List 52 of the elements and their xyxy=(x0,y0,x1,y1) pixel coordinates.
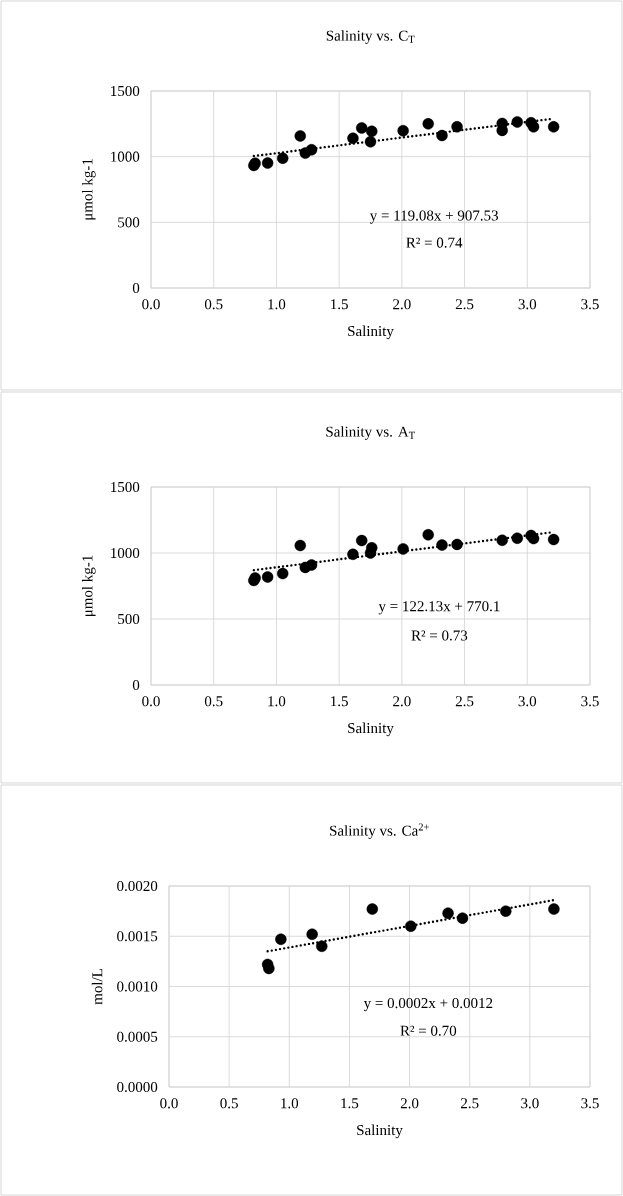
x-tick-label: 0.0 xyxy=(142,696,160,707)
x-tick-label: 3.5 xyxy=(581,696,599,707)
chart-title: Salinity vs. C$_{T}$ xyxy=(326,30,415,44)
annotation: y = 0.0002x + 0.0012 xyxy=(363,997,493,1012)
x-tick-label: 0.5 xyxy=(220,1098,238,1109)
annotation: R² = 0.73 xyxy=(411,630,468,641)
x-tick-label: 2.5 xyxy=(461,1098,479,1109)
y-tick-label: 0 xyxy=(132,679,140,691)
x-tick-label: 0.5 xyxy=(204,696,223,707)
y-tick-label: 0.0000 xyxy=(117,1081,158,1093)
x-tick-label: 1.0 xyxy=(268,696,286,707)
x-tick-label: 2.0 xyxy=(393,299,411,310)
x-tick-label: 1.0 xyxy=(281,1098,299,1109)
x-tick-label: 2.0 xyxy=(400,1098,419,1109)
annotation: R² = 0.70 xyxy=(400,1025,457,1036)
y-tick-label: 0.0015 xyxy=(117,931,158,942)
y-tick-label: 0.0020 xyxy=(117,880,158,892)
x-tick-label: 0.0 xyxy=(142,299,160,310)
chart-title: Salinity vs. Ca$^{2+}$ xyxy=(330,823,429,839)
annotation: y = 122.13x + 770.1 xyxy=(378,601,500,615)
x-tick-label: 1.5 xyxy=(331,696,348,707)
y-tick-label: 1000 xyxy=(111,151,140,162)
x-tick-label: 1.0 xyxy=(268,299,286,310)
x-tick-label: 3.0 xyxy=(518,299,537,310)
y-tick-label: 0.0010 xyxy=(117,981,158,992)
y-tick-label: 0.0005 xyxy=(117,1031,158,1042)
x-tick-label: 1.5 xyxy=(331,299,348,310)
y-tick-label: 0 xyxy=(132,282,140,294)
x-axis-title: Salinity xyxy=(357,1124,403,1139)
chart-title: Salinity vs. A$_{T}$ xyxy=(326,426,415,440)
y-tick-label: 1500 xyxy=(111,85,140,97)
x-tick-label: 0.5 xyxy=(204,299,223,310)
x-tick-label: 3.0 xyxy=(521,1098,539,1109)
annotation: y = 119.08x + 907.53 xyxy=(369,210,498,224)
y-axis-title: mol/L xyxy=(91,969,103,1005)
x-tick-label: 3.5 xyxy=(581,1098,599,1109)
x-tick-label: 2.5 xyxy=(455,696,474,707)
x-tick-label: 1.5 xyxy=(341,1098,359,1109)
x-axis-title: Salinity xyxy=(348,722,394,737)
x-tick-label: 2.5 xyxy=(455,299,474,310)
y-axis-title: μmol kg-1 xyxy=(81,159,96,220)
x-axis-title: Salinity xyxy=(348,325,394,340)
x-tick-label: 3.5 xyxy=(581,299,599,310)
annotation: R² = 0.74 xyxy=(406,237,463,248)
x-tick-label: 3.0 xyxy=(518,696,537,707)
x-tick-label: 0.0 xyxy=(160,1098,178,1109)
y-tick-label: 1000 xyxy=(111,547,140,559)
y-axis-title: μmol kg-1 xyxy=(81,555,96,617)
x-tick-label: 2.0 xyxy=(393,696,411,707)
y-tick-label: 500 xyxy=(118,217,140,228)
y-tick-label: 1500 xyxy=(111,481,140,493)
y-tick-label: 500 xyxy=(118,613,140,625)
